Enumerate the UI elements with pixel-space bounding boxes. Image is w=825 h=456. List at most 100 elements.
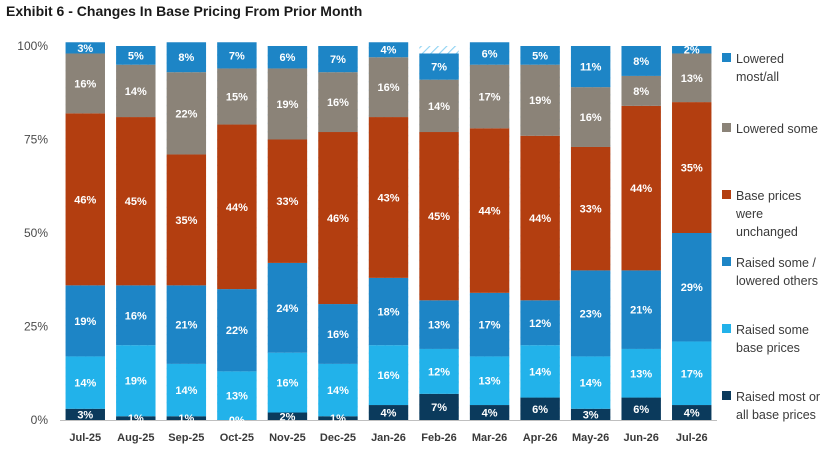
bar-segment	[267, 412, 308, 420]
bar-segment	[520, 300, 560, 346]
data-label: 5%	[128, 50, 144, 62]
bar-segment	[469, 356, 510, 406]
data-label: 6%	[532, 404, 548, 416]
bar-segment	[217, 371, 257, 420]
bar-segment	[672, 53, 712, 103]
data-label: 13%	[428, 320, 450, 332]
data-label: 23%	[580, 308, 602, 320]
bar-segment	[166, 154, 207, 286]
bar-segment	[267, 352, 308, 413]
bar-segment	[318, 132, 358, 305]
bar-segment	[217, 124, 257, 290]
legend-swatch-raised-some	[722, 324, 731, 333]
data-label: 14%	[428, 101, 450, 113]
y-tick-label: 100%	[17, 39, 48, 53]
bar-segment	[318, 304, 358, 364]
data-label: 43%	[377, 192, 399, 204]
legend-swatch-lowered-most-all	[722, 53, 731, 62]
data-label: 14%	[74, 378, 96, 390]
data-label: 3%	[77, 43, 93, 55]
chart-title: Exhibit 6 - Changes In Base Pricing From…	[6, 3, 363, 19]
x-tick-label: May-26	[572, 432, 609, 444]
data-label: 5%	[532, 50, 548, 62]
bar-segment	[469, 128, 510, 293]
bar-segment	[166, 363, 207, 417]
data-label: 46%	[74, 194, 96, 206]
data-label: 35%	[175, 215, 197, 227]
bar-segment	[166, 416, 207, 420]
bar-segment	[469, 292, 510, 357]
bar-segment	[570, 46, 611, 88]
bar-segment	[368, 57, 409, 118]
bar-segment	[166, 72, 207, 155]
data-label: 1%	[178, 413, 194, 425]
bar-segment	[570, 270, 611, 357]
bar-segment	[267, 262, 308, 353]
legend-item-raised-lowered: Raised some / lowered others	[722, 254, 825, 290]
data-label: 16%	[377, 82, 399, 94]
bar-segment	[368, 117, 409, 278]
data-label: 12%	[529, 318, 551, 330]
bar-segment	[469, 42, 510, 65]
data-label: 14%	[529, 366, 551, 378]
bar-segment	[621, 348, 661, 398]
legend-label-raised-some: Raised some base prices	[736, 323, 809, 355]
data-label: 3%	[583, 409, 599, 421]
data-label: 17%	[479, 91, 501, 103]
bar-segment	[318, 416, 358, 420]
data-label: 13%	[681, 73, 703, 85]
data-label: 1%	[330, 413, 346, 425]
data-label: 14%	[580, 378, 602, 390]
legend-swatch-raised-lowered	[722, 257, 731, 266]
bar-segment	[520, 397, 560, 420]
legend-label-lowered-most-all: Lowered most/all	[736, 52, 784, 84]
data-label: 12%	[428, 366, 450, 378]
bar-segment	[621, 46, 661, 76]
bar-segment	[469, 64, 510, 129]
bar-segment	[368, 277, 409, 346]
data-label: 16%	[276, 378, 298, 390]
bar-segment	[672, 405, 712, 420]
x-tick-label: Oct-25	[220, 432, 254, 444]
data-label: 46%	[327, 213, 349, 225]
legend-swatch-lowered-some	[722, 123, 731, 132]
data-label: 8%	[633, 56, 649, 68]
bar-segment	[621, 270, 661, 349]
data-label: 16%	[327, 329, 349, 341]
data-label: 7%	[431, 402, 447, 414]
bar-segment	[267, 46, 308, 69]
data-label: 21%	[175, 320, 197, 332]
data-label: 2%	[279, 411, 295, 423]
data-label: 4%	[381, 45, 397, 57]
data-label: 13%	[479, 376, 501, 388]
legend-label-raised-most-all: Raised most or all base prices	[736, 390, 821, 422]
data-label: 16%	[125, 310, 147, 322]
x-tick-label: Jun-26	[623, 432, 658, 444]
x-tick-label: Mar-26	[472, 432, 507, 444]
bar-segment	[419, 79, 459, 133]
bar-segment	[267, 139, 308, 263]
data-label: 7%	[330, 54, 346, 66]
bar-segment	[621, 397, 661, 420]
x-tick-label: Jul-26	[676, 432, 708, 444]
data-label: 22%	[175, 108, 197, 120]
bar-segment	[217, 42, 257, 69]
legend-label-unchanged: Base prices were unchanged	[736, 189, 802, 239]
y-tick-label: 75%	[24, 133, 48, 147]
bar-segment	[520, 64, 560, 136]
y-tick-label: 50%	[24, 226, 48, 240]
data-label: 4%	[482, 408, 498, 420]
x-tick-label: Aug-25	[117, 432, 154, 444]
bar-segment	[116, 117, 156, 286]
data-label: 15%	[226, 91, 248, 103]
legend-item-raised-some: Raised some base prices	[722, 321, 825, 357]
data-label: 17%	[479, 320, 501, 332]
data-label: 44%	[630, 183, 652, 195]
data-label: 19%	[74, 316, 96, 328]
data-label: 3%	[77, 409, 93, 421]
data-label: 29%	[681, 282, 703, 294]
data-label: 16%	[377, 370, 399, 382]
data-label: 6%	[482, 48, 498, 60]
bar-segment	[217, 289, 257, 372]
data-label: 44%	[479, 206, 501, 218]
